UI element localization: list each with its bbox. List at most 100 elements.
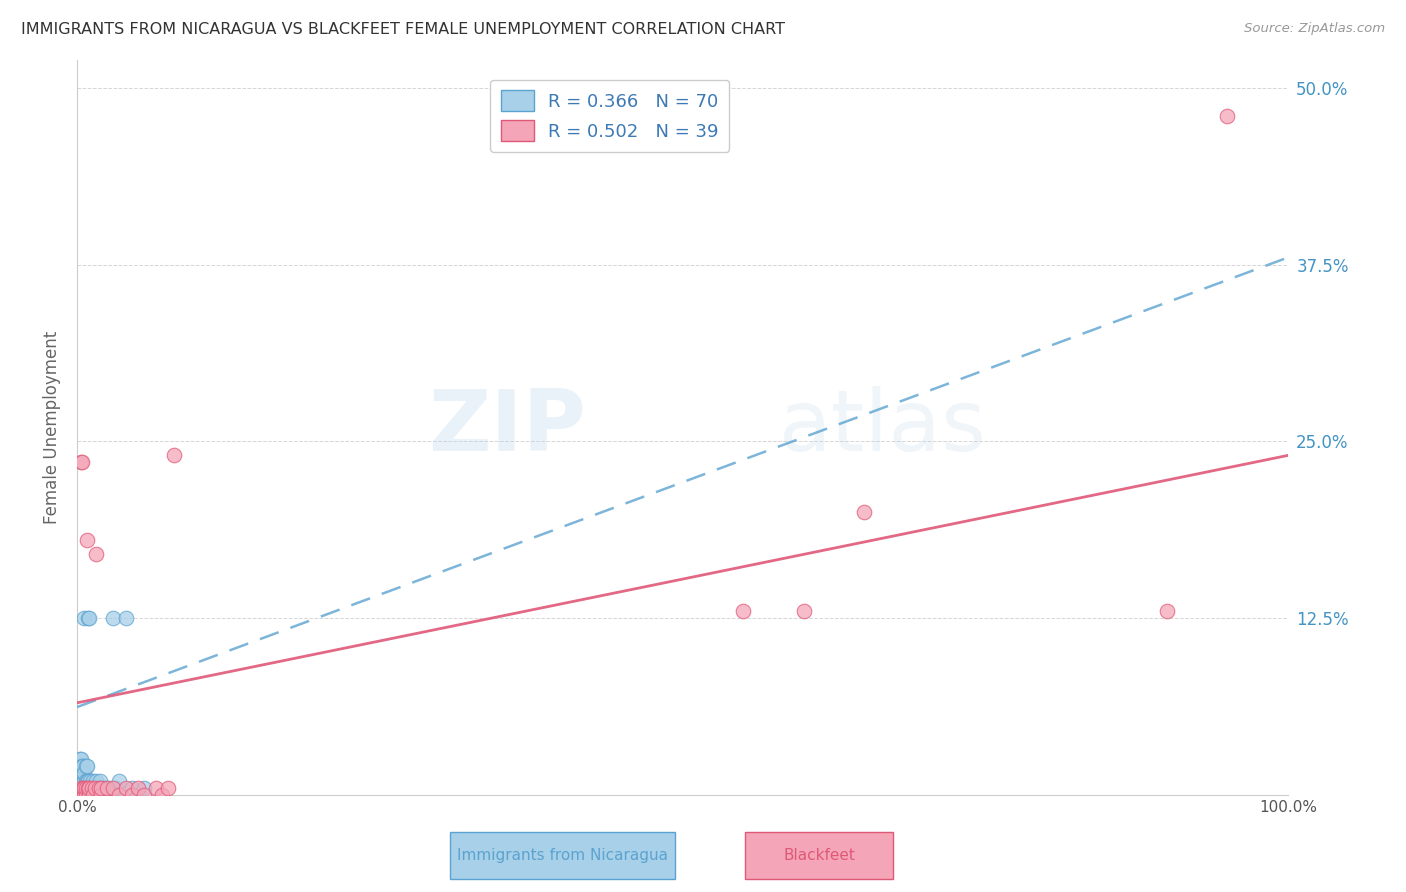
Point: [76, 780, 98, 795]
Point: [72, 788, 94, 802]
Point: [80, 780, 103, 795]
Point: [73, 766, 96, 780]
Point: [127, 788, 149, 802]
Point: [132, 788, 155, 802]
Point: [108, 788, 131, 802]
Point: [69, 780, 91, 795]
Point: [86, 788, 108, 802]
Text: Source: ZipAtlas.com: Source: ZipAtlas.com: [1244, 22, 1385, 36]
Point: [72, 780, 94, 795]
Point: [90, 788, 112, 802]
Point: [69, 788, 91, 802]
Point: [73, 788, 96, 802]
Point: [79, 788, 101, 802]
Point: [77, 788, 100, 802]
Point: [90, 788, 112, 802]
Point: [73, 773, 96, 788]
Point: [83, 788, 105, 802]
Point: [132, 780, 155, 795]
Point: [70, 780, 93, 795]
Point: [72, 759, 94, 773]
Point: [77, 780, 100, 795]
Point: [67, 759, 90, 773]
Point: [75, 773, 97, 788]
Point: [70, 773, 93, 788]
Point: [80, 788, 103, 802]
Point: [75, 780, 97, 795]
Point: [75, 780, 97, 795]
Point: [70, 788, 93, 802]
Point: [70, 759, 93, 773]
Text: atlas: atlas: [779, 385, 987, 468]
Point: [114, 611, 136, 625]
Point: [80, 780, 103, 795]
Point: [69, 752, 91, 766]
Point: [150, 788, 173, 802]
Point: [75, 788, 97, 802]
Point: [76, 759, 98, 773]
Point: [77, 773, 100, 788]
Point: [90, 780, 112, 795]
Point: [163, 449, 186, 463]
Point: [72, 780, 94, 795]
Point: [75, 759, 97, 773]
Point: [104, 780, 127, 795]
Point: [67, 773, 90, 788]
Point: [89, 773, 111, 788]
Point: [70, 766, 93, 780]
Point: [82, 788, 104, 802]
Point: [1156, 604, 1178, 618]
Text: IMMIGRANTS FROM NICARAGUA VS BLACKFEET FEMALE UNEMPLOYMENT CORRELATION CHART: IMMIGRANTS FROM NICARAGUA VS BLACKFEET F…: [21, 22, 785, 37]
Point: [121, 788, 143, 802]
Point: [108, 773, 131, 788]
Point: [69, 788, 91, 802]
Point: [76, 788, 98, 802]
Point: [67, 780, 90, 795]
Point: [77, 780, 100, 795]
Point: [97, 780, 120, 795]
Text: Blackfeet: Blackfeet: [783, 848, 856, 863]
Point: [96, 780, 118, 795]
Point: [77, 788, 100, 802]
Point: [156, 780, 179, 795]
Point: [77, 780, 100, 795]
Point: [86, 548, 108, 562]
Point: [73, 611, 96, 625]
Point: [84, 780, 107, 795]
Point: [121, 780, 143, 795]
Point: [70, 455, 93, 469]
Point: [69, 766, 91, 780]
Point: [77, 611, 100, 625]
Point: [114, 780, 136, 795]
Point: [103, 780, 125, 795]
Point: [69, 766, 91, 780]
Point: [69, 780, 91, 795]
Point: [731, 604, 754, 618]
Point: [70, 788, 93, 802]
Point: [79, 773, 101, 788]
Point: [77, 788, 100, 802]
Legend: R = 0.366   N = 70, R = 0.502   N = 39: R = 0.366 N = 70, R = 0.502 N = 39: [491, 79, 730, 152]
Text: Immigrants from Nicaragua: Immigrants from Nicaragua: [457, 848, 668, 863]
Point: [72, 773, 94, 788]
Point: [69, 788, 91, 802]
Point: [100, 788, 122, 802]
Point: [75, 788, 97, 802]
Point: [853, 505, 876, 519]
Point: [82, 773, 104, 788]
Point: [103, 611, 125, 625]
Point: [76, 773, 98, 788]
Point: [69, 759, 91, 773]
Point: [73, 788, 96, 802]
Point: [1216, 109, 1239, 123]
Point: [145, 780, 167, 795]
Point: [67, 788, 90, 802]
Point: [69, 788, 91, 802]
Point: [77, 611, 100, 625]
Point: [87, 780, 110, 795]
Text: ZIP: ZIP: [427, 385, 586, 468]
Point: [69, 752, 91, 766]
Point: [87, 780, 110, 795]
Point: [93, 780, 115, 795]
Point: [86, 773, 108, 788]
